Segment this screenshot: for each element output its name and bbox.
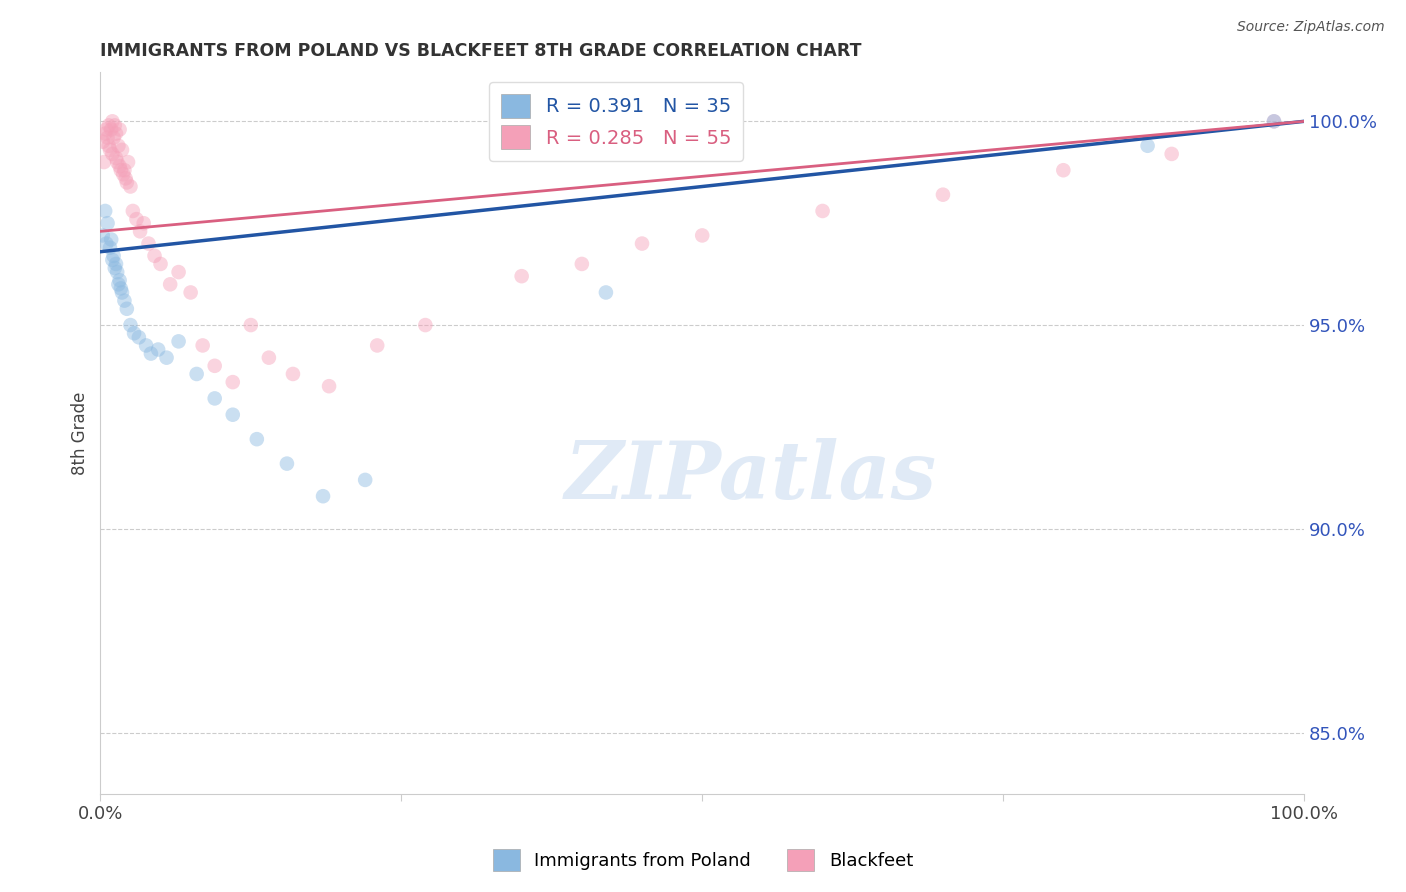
Point (91, 135, 114, 149)
Point (105, 127, 128, 141)
Point (257, 351, 280, 365)
Point (105, 257, 128, 271)
Text: ZIPatlas: ZIPatlas (564, 438, 936, 515)
Point (167, 334, 190, 349)
Point (122, 326, 145, 341)
Legend: R = 0.391   N = 35, R = 0.285   N = 55: R = 0.391 N = 35, R = 0.285 N = 55 (489, 82, 742, 161)
Point (1263, 114, 1285, 128)
Point (97, 130, 120, 145)
Point (1052, 163, 1074, 178)
Point (811, 204, 834, 219)
Point (932, 187, 955, 202)
Point (186, 367, 208, 381)
Point (98, 241, 121, 255)
Text: IMMIGRANTS FROM POLAND VS BLACKFEET 8TH GRADE CORRELATION CHART: IMMIGRANTS FROM POLAND VS BLACKFEET 8TH … (100, 42, 862, 60)
Point (222, 375, 245, 389)
Point (111, 143, 134, 157)
Point (180, 285, 202, 300)
Point (143, 249, 166, 263)
Point (100, 232, 122, 246)
Point (101, 147, 124, 161)
Point (1136, 138, 1159, 153)
Point (115, 176, 138, 190)
Point (415, 318, 437, 332)
Y-axis label: 8th Grade: 8th Grade (72, 392, 89, 475)
Point (97, 138, 120, 153)
Point (115, 301, 138, 316)
Point (94, 204, 117, 219)
Point (97, 216, 120, 230)
Point (128, 330, 150, 344)
Point (155, 351, 177, 365)
Point (112, 293, 135, 308)
Point (146, 343, 169, 357)
Point (105, 265, 128, 279)
Point (222, 408, 245, 422)
Point (276, 457, 298, 471)
Point (366, 338, 388, 352)
Point (204, 392, 226, 406)
Point (114, 171, 136, 186)
Point (120, 318, 142, 332)
Point (1263, 114, 1285, 128)
Point (112, 163, 135, 178)
Point (318, 379, 340, 393)
Text: Source: ZipAtlas.com: Source: ZipAtlas.com (1237, 20, 1385, 34)
Point (105, 151, 128, 165)
Point (117, 155, 139, 169)
Point (108, 122, 131, 136)
Point (96, 236, 118, 251)
Point (139, 346, 162, 360)
Point (239, 318, 262, 332)
Point (104, 119, 127, 133)
Point (107, 277, 129, 292)
Point (1160, 147, 1182, 161)
Point (354, 473, 377, 487)
Point (100, 122, 122, 136)
Point (103, 130, 125, 145)
Point (312, 489, 335, 503)
Point (107, 138, 129, 153)
Point (110, 163, 132, 178)
Point (105, 155, 128, 169)
Point (510, 269, 533, 284)
Point (98, 143, 121, 157)
Point (91, 228, 114, 243)
Point (690, 228, 713, 243)
Legend: Immigrants from Poland, Blackfeet: Immigrants from Poland, Blackfeet (485, 842, 921, 879)
Point (281, 367, 304, 381)
Point (132, 216, 155, 230)
Point (138, 236, 160, 251)
Point (121, 204, 143, 219)
Point (110, 281, 132, 295)
Point (191, 338, 214, 352)
Point (112, 167, 135, 181)
Point (159, 277, 181, 292)
Point (204, 359, 226, 373)
Point (149, 257, 172, 271)
Point (571, 257, 593, 271)
Point (101, 114, 124, 128)
Point (246, 432, 269, 446)
Point (108, 273, 131, 287)
Point (97, 119, 120, 133)
Point (129, 224, 152, 238)
Point (104, 260, 127, 275)
Point (135, 338, 157, 352)
Point (120, 179, 142, 194)
Point (631, 236, 654, 251)
Point (167, 265, 190, 279)
Point (595, 285, 617, 300)
Point (96, 122, 118, 136)
Point (103, 249, 125, 263)
Point (108, 159, 131, 173)
Point (94, 127, 117, 141)
Point (101, 252, 124, 267)
Point (93, 155, 115, 169)
Point (111, 285, 134, 300)
Point (125, 212, 148, 227)
